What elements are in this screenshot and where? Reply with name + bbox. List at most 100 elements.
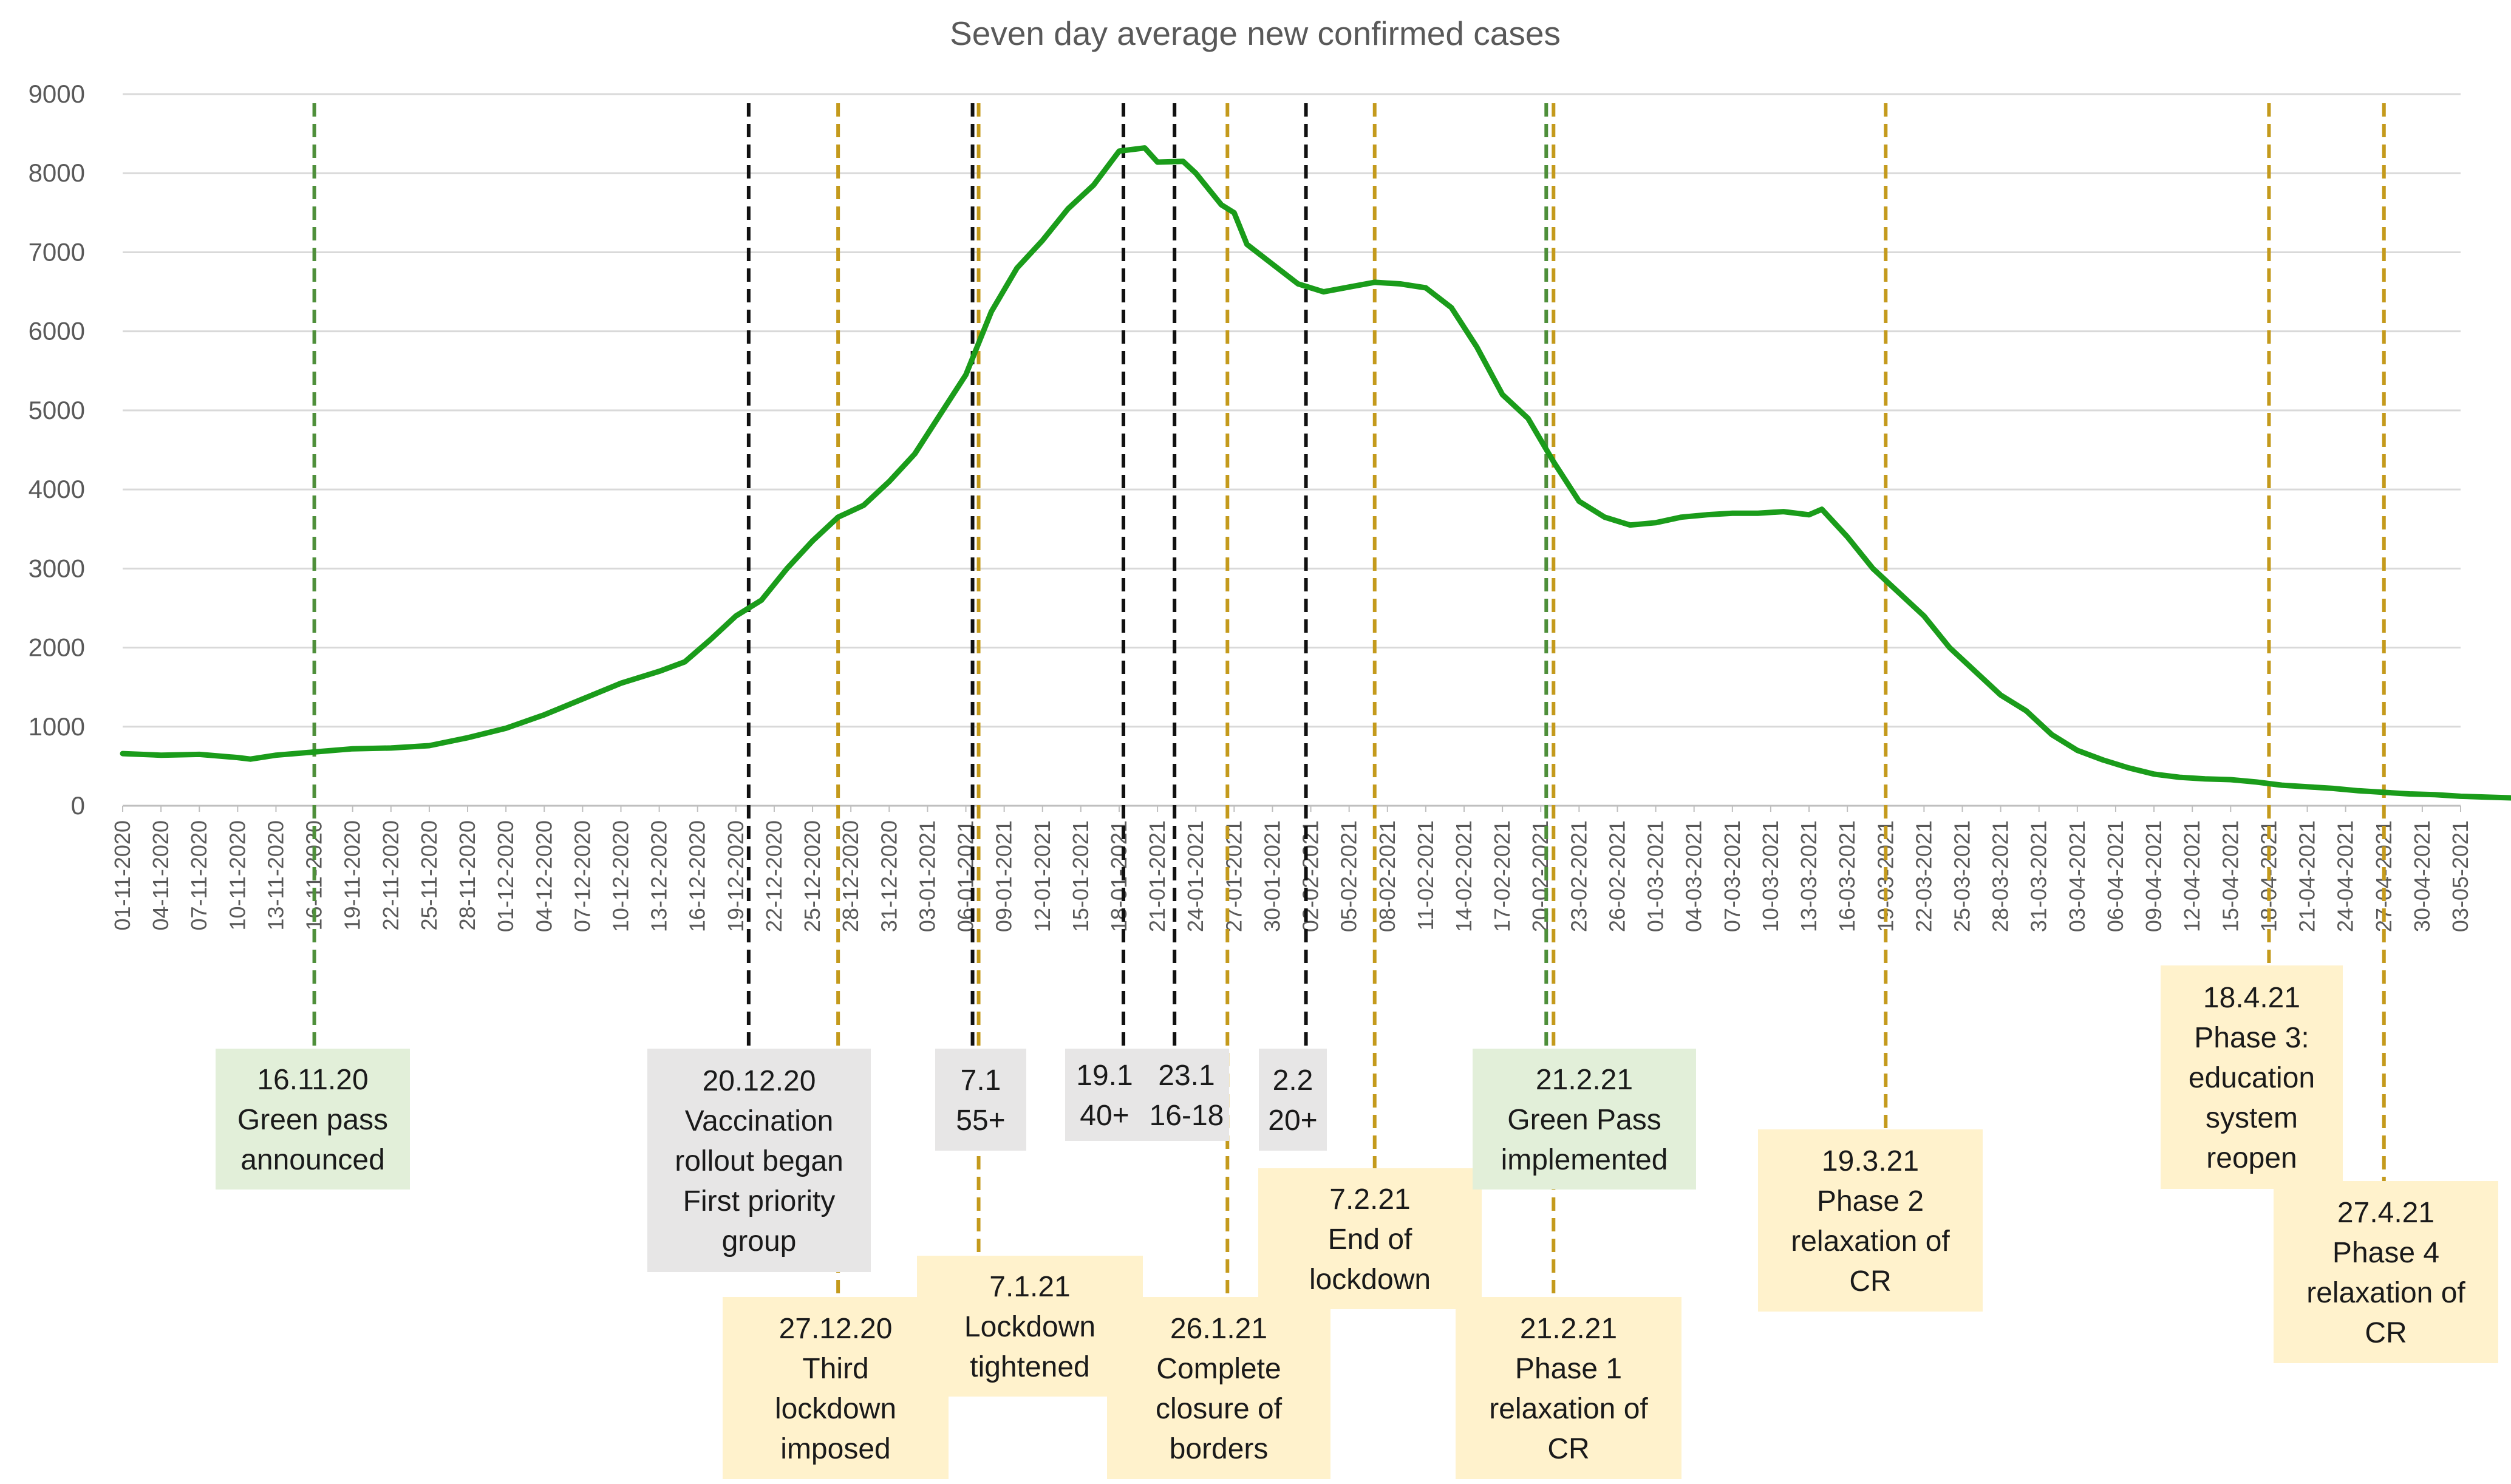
annotation-label: education — [2189, 1062, 2315, 1094]
x-tick-label: 10-11-2020 — [225, 820, 250, 930]
x-tick-label: 23-02-2021 — [1566, 820, 1591, 932]
annotation-box-bg — [1258, 1168, 1482, 1309]
annotation-label: lockdown — [775, 1393, 896, 1425]
annotation-box: 23.1 16-18 — [1144, 1049, 1229, 1141]
annotation-label: relaxation of — [2306, 1277, 2465, 1309]
x-tick-label: 28-12-2020 — [838, 820, 863, 932]
annotation-label: 18.4.21 — [2203, 982, 2300, 1014]
x-tick-label: 26-02-2021 — [1604, 820, 1629, 932]
x-tick-label: 16-12-2020 — [685, 820, 710, 932]
chart-title: Seven day average new confirmed cases — [950, 15, 1561, 52]
annotation-label: First priority — [683, 1185, 836, 1217]
annotation-label: group — [722, 1225, 797, 1258]
annotation-label: imposed — [780, 1433, 890, 1465]
annotation-box: 7.155+ — [935, 1049, 1026, 1151]
annotation-box-bg — [1456, 1297, 1681, 1479]
annotation-label: relaxation of — [1489, 1393, 1648, 1425]
x-tick-label: 19-12-2020 — [723, 820, 748, 932]
annotation-box-bg — [1758, 1129, 1983, 1312]
y-tick-label: 3000 — [29, 554, 85, 582]
x-tick-label: 07-12-2020 — [570, 820, 595, 932]
annotation-label: Phase 4 — [2332, 1237, 2439, 1269]
x-tick-label: 04-12-2020 — [531, 820, 556, 932]
annotation-box-bg — [2274, 1181, 2498, 1363]
annotation-label: Lockdown — [964, 1311, 1095, 1343]
x-tick-label: 22-11-2020 — [378, 820, 403, 930]
x-tick-label: 13-03-2021 — [1796, 820, 1821, 932]
x-tick-label: 24-01-2021 — [1183, 820, 1208, 932]
annotation-label: 16.11.20 — [257, 1064, 368, 1096]
x-tick-label: 01-03-2021 — [1643, 820, 1668, 932]
annotation-box: 21.2.21 Green Pass implemented — [1473, 1049, 1696, 1190]
annotation-box-bg — [1107, 1297, 1330, 1479]
y-tick-label: 4000 — [29, 475, 85, 503]
annotation-label: 16-18 — [1150, 1100, 1224, 1132]
x-tick-label: 06-04-2021 — [2103, 820, 2128, 932]
x-tick-label: 18-01-2021 — [1106, 820, 1131, 932]
x-tick-label: 03-05-2021 — [2448, 820, 2473, 932]
x-tick-label: 14-02-2021 — [1451, 820, 1476, 932]
x-tick-label: 17-02-2021 — [1490, 820, 1514, 932]
y-tick-label: 2000 — [29, 633, 85, 662]
annotation-label: rollout began — [675, 1145, 843, 1177]
annotation-box: 27.4.21 Phase 4 relaxation of CR — [2274, 1181, 2498, 1363]
annotation-label: 40+ — [1080, 1100, 1129, 1132]
annotation-label: Green pass — [237, 1104, 388, 1136]
annotation-box-bg — [1473, 1049, 1696, 1190]
x-tick-label: 10-12-2020 — [608, 820, 633, 932]
x-tick-label: 10-03-2021 — [1758, 820, 1783, 932]
x-tick-label: 21-01-2021 — [1145, 820, 1170, 932]
annotation-box: 7.2.21 End of lockdown — [1258, 1168, 1482, 1309]
y-tick-label: 7000 — [29, 237, 85, 266]
x-tick-label: 25-03-2021 — [1950, 820, 1975, 932]
x-tick-label: 12-04-2021 — [2179, 820, 2204, 932]
annotation-box: 2.220+ — [1259, 1049, 1327, 1151]
annotation-label: Third — [802, 1353, 868, 1385]
x-tick-label: 09-04-2021 — [2141, 820, 2166, 932]
annotation-box-bg — [723, 1297, 949, 1479]
y-tick-label: 9000 — [29, 80, 85, 108]
annotation-label: relaxation of — [1791, 1225, 1950, 1258]
annotation-label: announced — [240, 1144, 385, 1176]
x-tick-label: 03-04-2021 — [2065, 820, 2090, 932]
x-tick-label: 15-01-2021 — [1068, 820, 1093, 932]
annotation-label: Vaccination — [685, 1105, 834, 1137]
x-tick-label: 05-02-2021 — [1337, 820, 1361, 932]
annotation-label: CR — [2365, 1317, 2407, 1349]
x-tick-label: 15-04-2021 — [2218, 820, 2243, 932]
annotation-label: Complete — [1156, 1353, 1281, 1385]
x-tick-label: 01-11-2020 — [110, 820, 135, 930]
x-tick-label: 20-02-2021 — [1528, 820, 1553, 932]
annotation-box: 18.4.21 Phase 3: education system reopen — [2161, 965, 2343, 1189]
annotation-label: 7.1 — [961, 1064, 1001, 1097]
annotation-label: 7.1.21 — [989, 1271, 1070, 1303]
gridlines — [123, 93, 2461, 807]
annotation-label: reopen — [2206, 1142, 2297, 1174]
annotation-label: system — [2206, 1102, 2298, 1134]
annotation-label: 2.2 — [1273, 1064, 1313, 1097]
y-tick-label: 1000 — [29, 712, 85, 741]
x-tick-label: 07-03-2021 — [1720, 820, 1745, 932]
annotation-label: 23.1 — [1158, 1060, 1215, 1092]
x-tick-label: 08-02-2021 — [1375, 820, 1400, 932]
x-tick-label: 21-04-2021 — [2295, 820, 2320, 932]
annotation-box-bg — [935, 1049, 1026, 1151]
annotation-label: 55+ — [956, 1104, 1005, 1137]
annotation-box: 19.3.21 Phase 2 relaxation of CR — [1758, 1129, 1983, 1312]
x-axis-ticks: 01-11-2020 04-11-2020 07-11-2020 10-11-2020… — [110, 806, 2473, 932]
annotation-box: 20.12.20 Vaccination rollout began First pr… — [647, 1049, 871, 1272]
x-tick-label: 31-12-2020 — [876, 820, 901, 932]
x-tick-label: 30-04-2021 — [2410, 820, 2434, 932]
annotation-box: 7.1.21 Lockdown tightened — [917, 1256, 1143, 1397]
annotation-label: Phase 1 — [1515, 1353, 1622, 1385]
annotation-label: Phase 3: — [2194, 1022, 2309, 1054]
y-tick-label: 8000 — [29, 158, 85, 187]
annotation-label: borders — [1170, 1433, 1269, 1465]
x-tick-label: 09-01-2021 — [992, 820, 1017, 932]
annotation-box: 21.2.21 Phase 1 relaxation of CR — [1456, 1297, 1681, 1479]
y-axis-ticks: 0 1000 2000 3000 4000 5000 6000 7000 8000 9000 — [29, 80, 85, 820]
y-tick-label: 0 — [71, 791, 85, 820]
annotation-label: 26.1.21 — [1170, 1313, 1267, 1345]
x-tick-label: 03-01-2021 — [915, 820, 939, 932]
annotation-label: 20+ — [1268, 1104, 1317, 1137]
